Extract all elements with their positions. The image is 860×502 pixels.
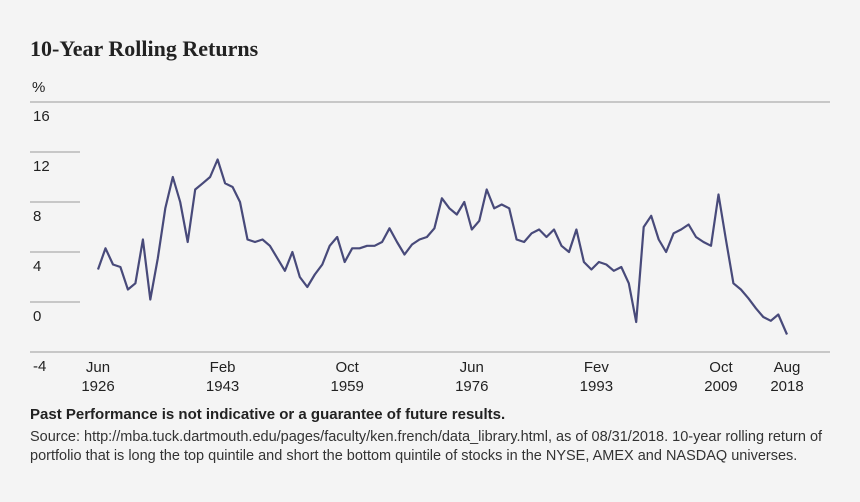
x-tick-label: 1926 — [81, 378, 114, 395]
chart: 10-Year Rolling Returns % -4 0 4 8 12 16 Jun 19… — [30, 36, 830, 395]
y-tick-label: 12 — [33, 158, 50, 175]
y-tick-label: -4 — [33, 358, 46, 375]
x-tick-label: Feb — [210, 359, 236, 376]
y-tick-label: 16 — [33, 108, 50, 125]
x-tick-label: Fev — [584, 359, 610, 376]
x-tick-label: Jun — [460, 359, 484, 376]
x-tick-label: 1959 — [330, 378, 363, 395]
x-tick-label: Oct — [336, 359, 360, 376]
x-tick-label: 1943 — [206, 378, 239, 395]
source-note: Source: http://mba.tuck.dartmouth.edu/pa… — [30, 429, 823, 464]
chart-title: 10-Year Rolling Returns — [30, 36, 259, 61]
data-line — [96, 158, 789, 335]
disclaimer: Past Performance is not indicative or a … — [30, 406, 506, 423]
x-tick-label: Aug — [774, 359, 801, 376]
x-tick-label: 1976 — [455, 378, 488, 395]
x-tick-label: Jun — [86, 359, 110, 376]
x-tick-label: 1993 — [580, 378, 613, 395]
y-axis-label: % — [32, 79, 45, 96]
y-tick-label: 0 — [33, 308, 41, 325]
y-tick-label: 4 — [33, 258, 41, 275]
y-tick-label: 8 — [33, 208, 41, 225]
x-tick-label: Oct — [709, 359, 733, 376]
x-tick-label: 2018 — [770, 378, 803, 395]
x-tick-label: 2009 — [704, 378, 737, 395]
